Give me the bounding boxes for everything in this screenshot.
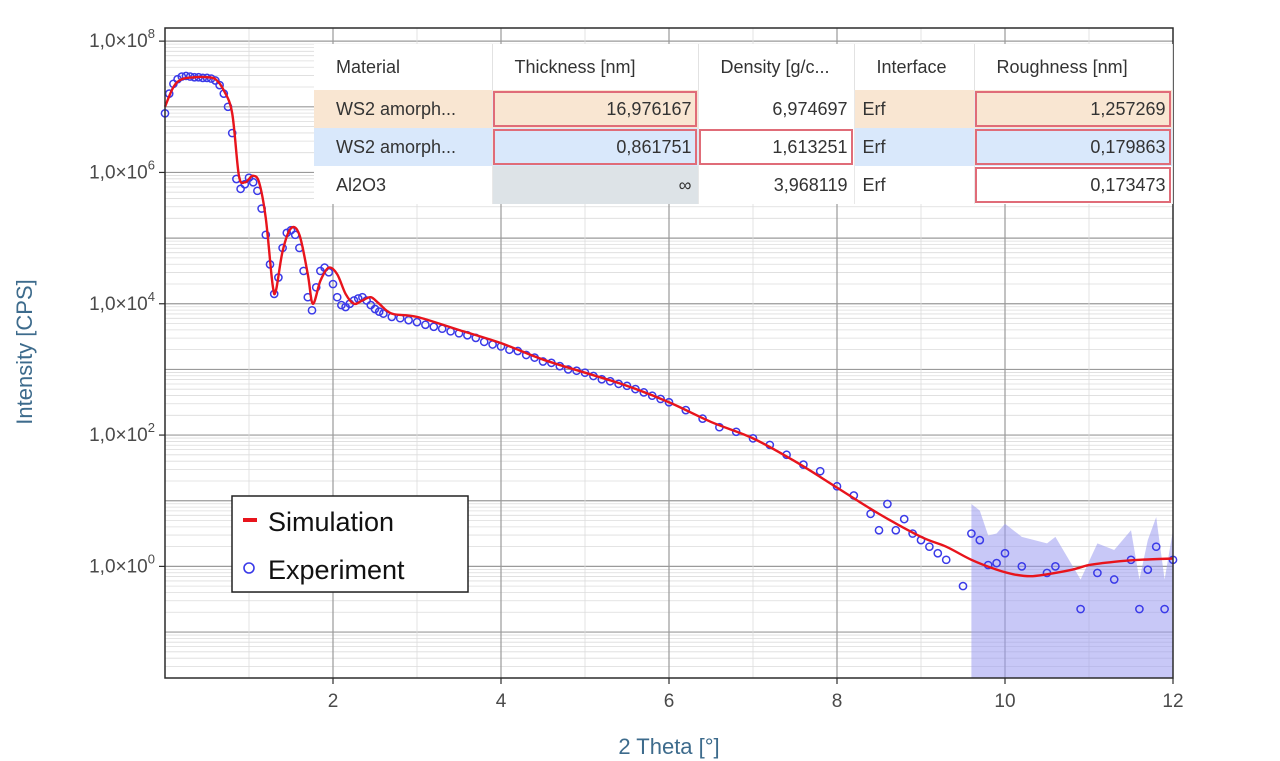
experiment-point [866,509,875,519]
experiment-point [967,529,976,538]
cell-thickness[interactable]: 16,976167 [492,90,699,128]
experiment-point [874,525,884,535]
x-tick-label: 6 [664,691,675,712]
column-header-density[interactable]: Density [g/c... [698,44,855,90]
experiment-point [1135,604,1144,614]
experiment-point [1160,604,1169,614]
experiment-point [975,535,985,545]
experiment-point [748,434,758,443]
experiment-point [899,514,909,524]
experiment-point [1109,575,1119,584]
experiment-point [1017,562,1027,571]
y-axis-ticks: 1,0×108 1,0×106 1,0×104 1,0×102 1,0×100 [89,26,165,577]
legend-box [231,495,469,593]
y-tick-label: 1,0×106 [89,157,155,183]
x-tick-label: 8 [832,691,843,712]
x-axis-ticks: 2 4 6 8 10 12 [328,678,1184,712]
experiment-point [227,128,237,138]
legend-experiment-marker [243,562,255,574]
x-tick-label: 12 [1162,691,1183,712]
experiment-point [332,292,342,302]
experiment-point [261,230,271,240]
experiment-point [1151,542,1161,552]
experiment-point [181,71,191,81]
layer-parameter-table[interactable]: Material Thickness [nm] Density [g/c... … [314,44,1173,204]
experiment-point [925,542,934,552]
experiment-point [941,555,951,565]
y-tick-label: 1,0×100 [89,551,155,577]
y-tick-label: 1,0×108 [89,26,155,52]
simulation-series [163,75,1174,578]
x-tick-label: 4 [496,691,507,712]
experiment-point [933,548,943,558]
cell-interface[interactable]: Erf [854,128,975,166]
experiment-point [379,309,388,318]
experiment-point [421,320,430,330]
experiment-point [1000,548,1010,558]
experiment-point [815,466,825,476]
y-axis-label: Intensity [CPS] [12,279,37,425]
experiment-point [664,397,674,407]
y-tick-label: 1,0×104 [89,289,155,315]
table-header-row: Material Thickness [nm] Density [g/c... … [314,44,1173,90]
x-tick-label: 2 [328,691,339,712]
legend-experiment-label: Experiment [268,555,405,585]
cell-density[interactable]: 3,968119 [698,166,855,204]
experiment-point [215,80,224,90]
experiment-point [1076,604,1085,614]
cell-material[interactable]: Al2O3 [314,166,493,204]
cell-thickness[interactable]: 0,861751 [492,128,699,166]
experiment-point [240,179,250,189]
experiment-point [248,177,258,187]
experiment-point [404,315,413,325]
legend-simulation-swatch [243,518,257,522]
cell-interface[interactable]: Erf [854,90,975,128]
table-row[interactable]: WS2 amorph... 0,861751 1,613251 Erf 0,17… [314,128,1173,166]
cell-interface[interactable]: Erf [854,166,975,204]
legend-simulation-label: Simulation [268,507,394,537]
column-header-material[interactable]: Material [314,44,493,90]
table-row[interactable]: Al2O3 ∞ 3,968119 Erf 0,173473 [314,166,1173,204]
experiment-point [891,525,901,535]
experiment-point [412,317,422,327]
experiment-point [374,307,384,316]
experiment-point [1051,562,1060,571]
experiment-point [429,322,439,332]
experiment-point [236,184,245,194]
experiment-point [681,405,691,415]
experiment-point [328,279,338,289]
cell-thickness[interactable]: ∞ [492,166,699,204]
experiment-point [307,305,317,315]
x-axis-label: 2 Theta [°] [618,734,719,759]
experiment-point [1143,565,1153,575]
column-header-thickness[interactable]: Thickness [nm] [492,44,699,90]
legend: Simulation Experiment [231,495,469,593]
x-tick-label: 10 [994,691,1015,712]
cell-density[interactable]: 1,613251 [698,128,855,166]
cell-material[interactable]: WS2 amorph... [314,128,493,166]
cell-material[interactable]: WS2 amorph... [314,90,493,128]
experiment-point [337,300,346,310]
column-header-roughness[interactable]: Roughness [nm] [974,44,1173,90]
experiment-point [1093,568,1102,578]
uncertainty-band-area [971,504,1173,678]
experiment-point [958,581,968,591]
cell-roughness[interactable]: 1,257269 [974,90,1173,128]
uncertainty-band [971,504,1173,678]
cell-density[interactable]: 6,974697 [698,90,855,128]
experiment-point [992,558,1001,568]
cell-roughness[interactable]: 0,173473 [974,166,1173,204]
y-tick-label: 1,0×102 [89,420,155,446]
column-header-interface[interactable]: Interface [854,44,975,90]
simulation-line [163,75,1174,578]
table-row[interactable]: WS2 amorph... 16,976167 6,974697 Erf 1,2… [314,90,1173,128]
experiment-point [883,499,892,509]
cell-roughness[interactable]: 0,179863 [974,128,1173,166]
